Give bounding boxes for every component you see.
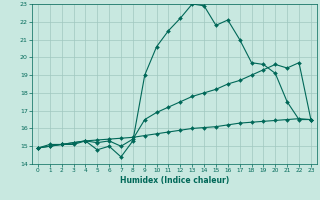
X-axis label: Humidex (Indice chaleur): Humidex (Indice chaleur) bbox=[120, 176, 229, 185]
